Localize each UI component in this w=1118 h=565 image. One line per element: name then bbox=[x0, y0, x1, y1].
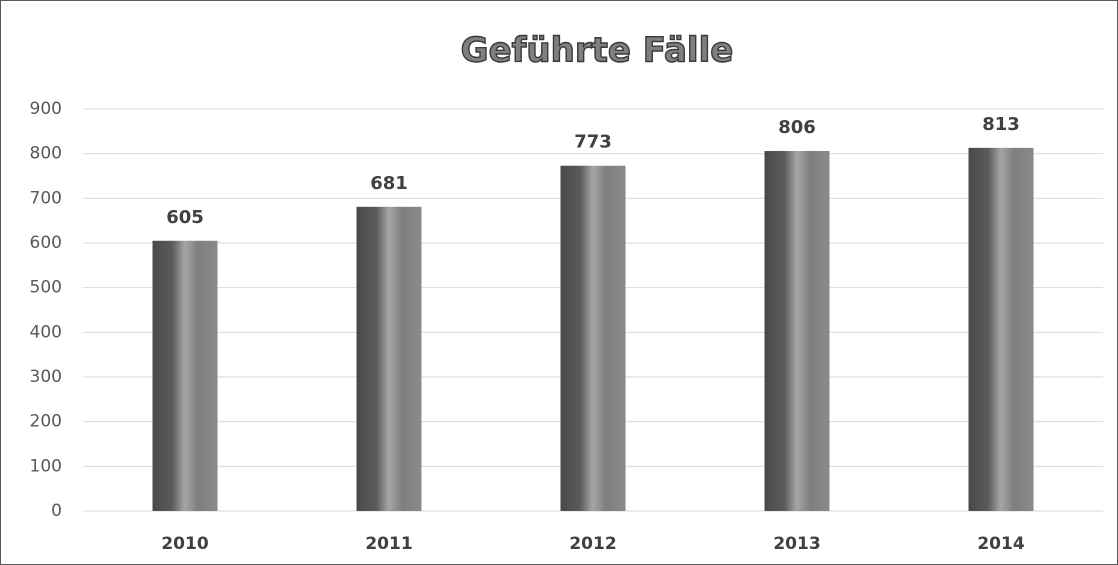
y-tick-label: 500 bbox=[30, 278, 62, 298]
chart-title: Geführte Fälle bbox=[461, 31, 734, 71]
x-tick-label: 2010 bbox=[161, 534, 208, 554]
y-tick-label: 0 bbox=[51, 501, 62, 521]
bar bbox=[356, 206, 422, 511]
y-tick-label: 800 bbox=[30, 144, 62, 164]
bar bbox=[764, 150, 830, 511]
data-label: 806 bbox=[778, 117, 816, 138]
y-tick-label: 400 bbox=[30, 322, 62, 342]
x-tick-label: 2011 bbox=[365, 534, 412, 554]
bar bbox=[152, 240, 218, 511]
x-tick-label: 2014 bbox=[977, 534, 1024, 554]
y-tick-label: 600 bbox=[30, 233, 62, 253]
data-label: 605 bbox=[166, 207, 204, 228]
x-tick-label: 2012 bbox=[569, 534, 616, 554]
y-tick-label: 900 bbox=[30, 99, 62, 119]
data-label: 773 bbox=[574, 132, 612, 153]
data-label: 681 bbox=[370, 173, 408, 194]
y-tick-label: 100 bbox=[30, 456, 62, 476]
x-tick-label: 2013 bbox=[773, 534, 820, 554]
bar bbox=[968, 147, 1034, 512]
bar bbox=[560, 165, 626, 511]
data-label: 813 bbox=[982, 114, 1020, 135]
y-tick-label: 200 bbox=[30, 412, 62, 432]
y-tick-label: 300 bbox=[30, 367, 62, 387]
y-tick-label: 700 bbox=[30, 188, 62, 208]
